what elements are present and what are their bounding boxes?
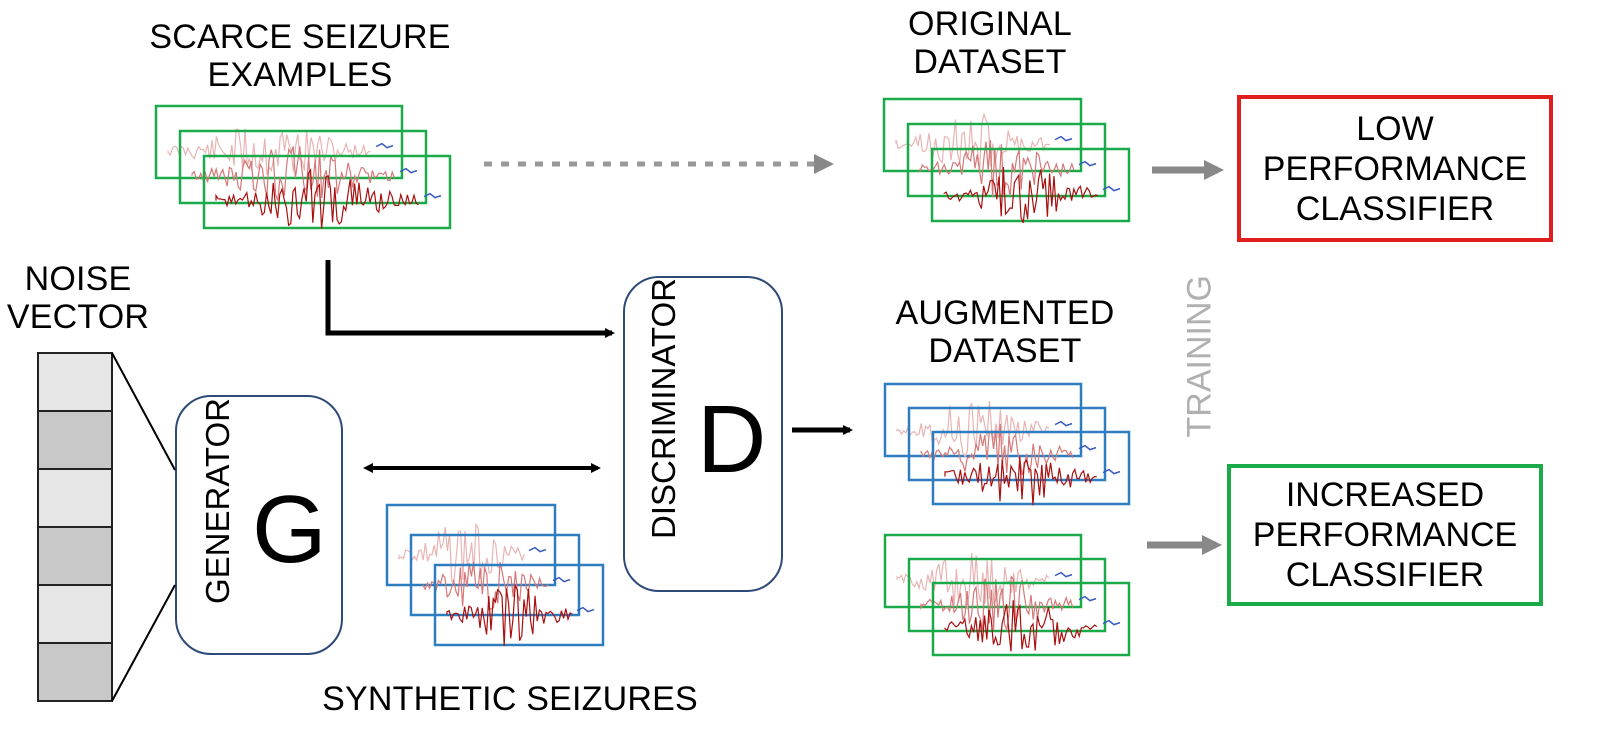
synthetic-seizures-frame-2: [409, 533, 581, 617]
noise-vector: [37, 352, 176, 702]
scarce-seizure-frame-3: [202, 154, 452, 230]
augmented-synthetic-frame-3: [931, 430, 1131, 506]
scarce-seizure-frame-1: [154, 104, 404, 180]
discriminator-letter: D: [697, 386, 767, 493]
discriminator-box: [623, 276, 783, 592]
synthetic-seizures-frame-1: [385, 503, 557, 587]
original-label-line2: DATASET: [913, 43, 1067, 81]
noise-label-line2: VECTOR: [6, 298, 150, 336]
low-performance-classifier: LOW PERFORMANCE CLASSIFIER: [1237, 95, 1553, 242]
scarce-seizure-label: SCARCE SEIZURE EXAMPLES: [130, 18, 470, 94]
augmented-real-frame-2: [907, 557, 1107, 633]
original-dataset-frame-1: [882, 97, 1083, 173]
scarce-label-line2: EXAMPLES: [207, 56, 393, 94]
augmented-real-frame-1: [883, 533, 1083, 610]
synthetic-seizures-frame-3: [433, 563, 605, 647]
scarce-seizure-frame-2: [178, 129, 428, 205]
augmented-label-line2: DATASET: [928, 332, 1082, 370]
original-label-line1: ORIGINAL: [907, 5, 1073, 43]
increased-performance-classifier: INCREASED PERFORMANCE CLASSIFIER: [1227, 464, 1543, 606]
generator-box: [175, 395, 343, 655]
generator-letter: G: [252, 476, 327, 583]
original-dataset-label: ORIGINAL DATASET: [880, 5, 1100, 81]
augmented-label-line1: AUGMENTED: [895, 294, 1115, 332]
noise-label-line1: NOISE: [24, 260, 132, 298]
scarce-label-line1: SCARCE SEIZURE: [149, 18, 451, 56]
noise-vector-label: NOISE VECTOR: [0, 260, 156, 336]
original-dataset-frame-2: [906, 122, 1107, 198]
low-classifier-text: LOW PERFORMANCE CLASSIFIER: [1262, 109, 1528, 228]
increased-classifier-text: INCREASED PERFORMANCE CLASSIFIER: [1252, 476, 1518, 594]
augmented-dataset-label: AUGMENTED DATASET: [880, 294, 1130, 370]
real-to-discriminator-arrow: [325, 260, 615, 338]
original-dataset-frame-3: [930, 147, 1131, 224]
synthetic-seizures-label: SYNTHETIC SEIZURES: [322, 680, 698, 718]
augmented-real-frame-3: [931, 581, 1131, 657]
